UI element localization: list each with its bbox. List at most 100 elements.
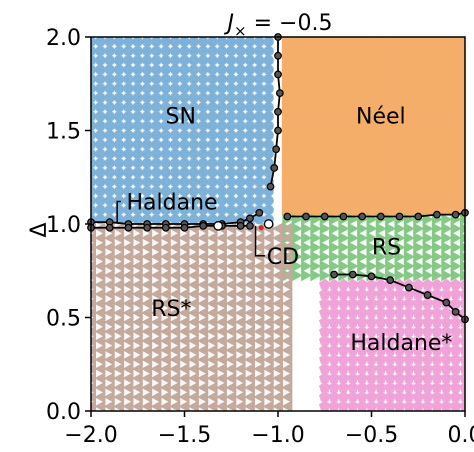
phase-marker-nel — [422, 110, 434, 122]
phase-marker-rs — [197, 344, 209, 357]
phase-marker-rs — [281, 390, 293, 403]
phase-marker-nel — [459, 64, 465, 76]
phase-marker-sn — [91, 129, 97, 141]
phase-marker-nel — [319, 64, 331, 76]
phase-marker-rs — [150, 222, 162, 235]
phase-marker-sn — [235, 204, 246, 216]
phase-marker-rs — [141, 400, 153, 411]
phase-marker-sn — [132, 139, 143, 150]
phase-marker-haldane — [384, 344, 396, 356]
phase-marker-sn — [263, 129, 274, 141]
phase-marker-rs — [450, 250, 462, 263]
phase-marker-sn — [95, 92, 106, 103]
phase-marker-rs — [215, 390, 227, 403]
phase-marker-nel — [347, 139, 359, 151]
phase-markers — [91, 37, 465, 411]
phase-marker-sn — [244, 83, 256, 94]
phase-marker-rs — [122, 344, 134, 357]
phase-marker-haldane — [440, 353, 452, 365]
phase-marker-nel — [450, 195, 462, 207]
phase-marker-nel — [319, 139, 331, 151]
sn-neel-boundary-point — [274, 107, 282, 116]
phase-marker-sn — [179, 129, 190, 141]
phase-marker-rs — [243, 344, 255, 357]
phase-marker-rs — [253, 232, 265, 245]
phase-marker-rs — [262, 362, 274, 375]
phase-marker-sn — [95, 195, 106, 206]
phase-marker-nel — [347, 185, 359, 197]
phase-marker-rs — [338, 241, 350, 254]
phase-marker-sn — [95, 204, 106, 216]
phase-marker-haldane — [393, 316, 406, 327]
phase-marker-rs — [113, 353, 125, 366]
phase-marker-haldane — [412, 400, 424, 411]
phase-marker-rs — [131, 222, 143, 235]
phase-marker-rs — [103, 306, 115, 319]
phase-marker-sn — [123, 111, 134, 122]
phase-marker-rs — [113, 232, 125, 245]
phase-marker-rs — [169, 222, 181, 235]
phase-marker-rs — [206, 353, 218, 366]
phase-marker-rs — [403, 250, 415, 263]
phase-marker-rs — [103, 334, 115, 347]
phase-marker-rs — [441, 269, 453, 282]
neel-rs-boundary-point — [302, 212, 310, 221]
phase-marker-sn — [207, 186, 218, 197]
phase-marker-rs — [234, 344, 246, 357]
phase-marker-nel — [459, 148, 465, 160]
phase-marker-sn — [226, 73, 237, 85]
phase-marker-sn — [188, 55, 200, 66]
phase-marker-haldane — [356, 400, 368, 411]
phase-marker-sn — [207, 111, 218, 122]
phase-marker-sn — [132, 101, 143, 113]
phase-marker-rs — [403, 269, 415, 282]
phase-marker-sn — [235, 73, 246, 85]
phase-marker-rs — [394, 250, 406, 263]
phase-marker-rs — [91, 260, 96, 273]
phase-marker-rs — [113, 297, 125, 310]
phase-marker-rs — [187, 306, 199, 319]
phase-marker-sn — [244, 101, 256, 113]
phase-marker-rs — [310, 250, 322, 263]
phase-marker-haldane — [365, 391, 378, 402]
phase-marker-sn — [244, 167, 256, 178]
phase-marker-rs — [178, 381, 190, 394]
phase-marker-rs — [159, 390, 171, 403]
phase-marker-rs — [141, 232, 153, 245]
phase-marker-sn — [113, 64, 125, 75]
phase-marker-rs — [272, 232, 283, 245]
phase-marker-rs — [319, 269, 331, 282]
phase-marker-sn — [226, 176, 237, 188]
phase-marker-rs — [187, 232, 199, 245]
phase-marker-rs — [113, 362, 125, 375]
phase-marker-nel — [281, 54, 293, 66]
phase-marker-nel — [319, 45, 331, 57]
phase-marker-nel — [384, 82, 396, 94]
phase-marker-rs — [262, 232, 274, 245]
phase-marker-nel — [291, 195, 303, 207]
phase-marker-nel — [291, 185, 303, 197]
phase-marker-rs — [422, 232, 434, 245]
phase-marker-rs — [385, 260, 397, 273]
phase-marker-rs — [243, 278, 255, 291]
phase-marker-rs — [187, 381, 199, 394]
phase-marker-rs — [281, 232, 293, 245]
phase-marker-rs — [122, 390, 134, 403]
phase-marker-nel — [309, 110, 321, 122]
phase-marker-nel — [403, 148, 415, 160]
phase-marker-nel — [450, 157, 462, 169]
phase-marker-haldane — [459, 391, 465, 402]
phase-marker-nel — [394, 45, 406, 57]
phase-marker-sn — [132, 148, 143, 160]
phase-marker-nel — [431, 73, 443, 85]
phase-marker-rs — [234, 372, 246, 385]
phase-marker-haldane — [328, 325, 340, 337]
phase-marker-sn — [160, 204, 171, 216]
phase-marker-rs — [206, 297, 218, 310]
phase-marker-rs — [441, 241, 453, 254]
phase-marker-sn — [91, 139, 97, 150]
phase-marker-sn — [188, 45, 200, 57]
phase-marker-rs — [206, 334, 218, 347]
phase-marker-rs — [319, 260, 331, 273]
phase-marker-nel — [328, 167, 340, 179]
